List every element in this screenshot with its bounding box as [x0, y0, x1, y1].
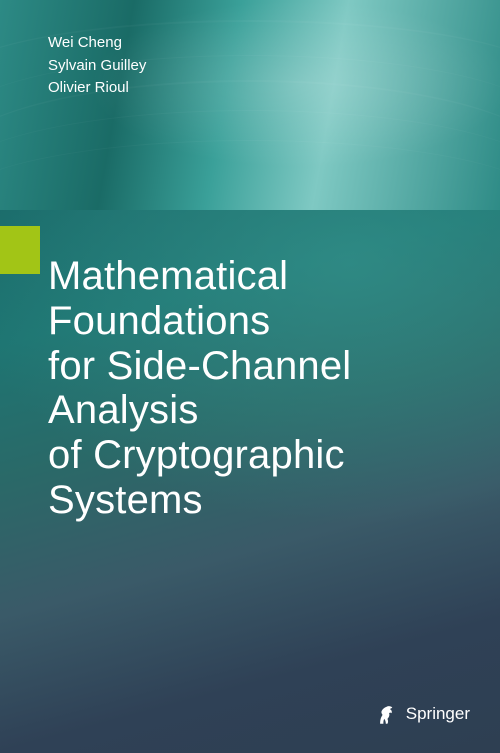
- book-cover: Wei Cheng Sylvain Guilley Olivier Rioul …: [0, 0, 500, 753]
- title-line: Foundations: [48, 299, 270, 343]
- title-line: Systems: [48, 478, 203, 522]
- title-line: for Side-Channel: [48, 344, 351, 388]
- publisher-mark: Springer: [372, 701, 470, 727]
- accent-bar: [0, 226, 40, 274]
- author-name: Olivier Rioul: [48, 77, 146, 100]
- title-line: Analysis: [48, 388, 199, 432]
- publisher-name: Springer: [406, 704, 470, 724]
- author-name: Sylvain Guilley: [48, 55, 146, 78]
- book-title: Mathematical Foundations for Side-Channe…: [48, 254, 468, 523]
- springer-horse-icon: [372, 701, 398, 727]
- author-list: Wei Cheng Sylvain Guilley Olivier Rioul: [48, 32, 146, 100]
- title-line: Mathematical: [48, 254, 288, 298]
- author-name: Wei Cheng: [48, 32, 146, 55]
- title-line: of Cryptographic: [48, 433, 345, 477]
